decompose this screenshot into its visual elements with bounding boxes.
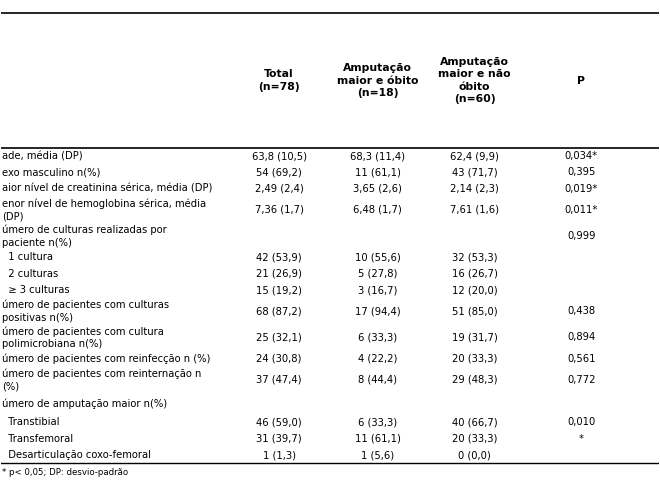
Text: 54 (69,2): 54 (69,2)	[256, 168, 302, 177]
Text: 15 (19,2): 15 (19,2)	[256, 285, 302, 295]
Text: 68 (87,2): 68 (87,2)	[256, 306, 302, 316]
Text: 0,999: 0,999	[567, 231, 595, 241]
Text: 7,61 (1,6): 7,61 (1,6)	[450, 205, 499, 215]
Text: 0,438: 0,438	[568, 306, 595, 316]
Text: 12 (20,0): 12 (20,0)	[452, 285, 498, 295]
Text: 31 (39,7): 31 (39,7)	[256, 434, 302, 444]
Text: 6,48 (1,7): 6,48 (1,7)	[353, 205, 402, 215]
Text: 0,561: 0,561	[567, 354, 595, 364]
Text: 4 (22,2): 4 (22,2)	[358, 354, 397, 364]
Text: P: P	[578, 76, 585, 85]
Text: úmero de culturas realizadas por
paciente n(%): úmero de culturas realizadas por pacient…	[2, 225, 167, 248]
Text: 32 (53,3): 32 (53,3)	[452, 253, 498, 262]
Text: Amputação
maior e não
óbito
(n=60): Amputação maior e não óbito (n=60)	[438, 57, 511, 104]
Text: úmero de pacientes com cultura
polimicrobiana n(%): úmero de pacientes com cultura polimicro…	[2, 326, 164, 349]
Text: 11 (61,1): 11 (61,1)	[354, 168, 401, 177]
Text: *: *	[579, 434, 584, 444]
Text: enor nível de hemoglobina sérica, média
(DP): enor nível de hemoglobina sérica, média …	[2, 199, 206, 221]
Text: 3,65 (2,6): 3,65 (2,6)	[353, 184, 402, 194]
Text: ade, média (DP): ade, média (DP)	[2, 151, 82, 161]
Text: 16 (26,7): 16 (26,7)	[451, 269, 498, 279]
Text: 20 (33,3): 20 (33,3)	[452, 354, 497, 364]
Text: 10 (55,6): 10 (55,6)	[355, 253, 401, 262]
Text: 2,14 (2,3): 2,14 (2,3)	[450, 184, 499, 194]
Text: 20 (33,3): 20 (33,3)	[452, 434, 497, 444]
Text: Transtibial: Transtibial	[2, 417, 59, 427]
Text: 0,011*: 0,011*	[565, 205, 598, 215]
Text: 63,8 (10,5): 63,8 (10,5)	[251, 151, 306, 161]
Text: 6 (33,3): 6 (33,3)	[358, 417, 397, 427]
Text: exo masculino n(%): exo masculino n(%)	[2, 168, 100, 177]
Text: 1 (5,6): 1 (5,6)	[361, 450, 394, 460]
Text: 43 (71,7): 43 (71,7)	[452, 168, 498, 177]
Text: Desarticulação coxo-femoral: Desarticulação coxo-femoral	[2, 450, 151, 460]
Text: 1 cultura: 1 cultura	[2, 253, 53, 262]
Text: 0,019*: 0,019*	[565, 184, 598, 194]
Text: úmero de pacientes com reinfecção n (%): úmero de pacientes com reinfecção n (%)	[2, 354, 211, 364]
Text: 24 (30,8): 24 (30,8)	[256, 354, 302, 364]
Text: 51 (85,0): 51 (85,0)	[452, 306, 498, 316]
Text: * p< 0,05; DP: desvio-padrão: * p< 0,05; DP: desvio-padrão	[2, 469, 128, 478]
Text: 62,4 (9,9): 62,4 (9,9)	[450, 151, 499, 161]
Text: 46 (59,0): 46 (59,0)	[256, 417, 302, 427]
Text: 0,034*: 0,034*	[565, 151, 598, 161]
Text: aior nível de creatinina sérica, média (DP): aior nível de creatinina sérica, média (…	[2, 184, 213, 194]
Text: úmero de amputação maior n(%): úmero de amputação maior n(%)	[2, 398, 167, 409]
Text: Total
(n=78): Total (n=78)	[258, 70, 300, 92]
Text: Amputação
maior e óbito
(n=18): Amputação maior e óbito (n=18)	[337, 63, 418, 98]
Text: 0,395: 0,395	[567, 168, 595, 177]
Text: 5 (27,8): 5 (27,8)	[358, 269, 397, 279]
Text: 37 (47,4): 37 (47,4)	[256, 375, 302, 385]
Text: 8 (44,4): 8 (44,4)	[358, 375, 397, 385]
Text: 25 (32,1): 25 (32,1)	[256, 332, 302, 342]
Text: 6 (33,3): 6 (33,3)	[358, 332, 397, 342]
Text: 21 (26,9): 21 (26,9)	[256, 269, 302, 279]
Text: 2 culturas: 2 culturas	[2, 269, 58, 279]
Text: 3 (16,7): 3 (16,7)	[358, 285, 397, 295]
Text: 29 (48,3): 29 (48,3)	[452, 375, 498, 385]
Text: ≥ 3 culturas: ≥ 3 culturas	[2, 285, 70, 295]
Text: 19 (31,7): 19 (31,7)	[451, 332, 498, 342]
Text: 0,772: 0,772	[567, 375, 595, 385]
Text: 0 (0,0): 0 (0,0)	[458, 450, 491, 460]
Text: 40 (66,7): 40 (66,7)	[452, 417, 498, 427]
Text: 2,49 (2,4): 2,49 (2,4)	[255, 184, 304, 194]
Text: 1 (1,3): 1 (1,3)	[263, 450, 296, 460]
Text: úmero de pacientes com reinternação n
(%): úmero de pacientes com reinternação n (%…	[2, 369, 201, 391]
Text: 7,36 (1,7): 7,36 (1,7)	[255, 205, 304, 215]
Text: 42 (53,9): 42 (53,9)	[256, 253, 302, 262]
Text: 11 (61,1): 11 (61,1)	[354, 434, 401, 444]
Text: 68,3 (11,4): 68,3 (11,4)	[350, 151, 405, 161]
Text: 17 (94,4): 17 (94,4)	[355, 306, 401, 316]
Text: úmero de pacientes com culturas
positivas n(%): úmero de pacientes com culturas positiva…	[2, 300, 169, 323]
Text: 0,010: 0,010	[567, 417, 595, 427]
Text: Transfemoral: Transfemoral	[2, 434, 73, 444]
Text: 0,894: 0,894	[567, 332, 595, 342]
